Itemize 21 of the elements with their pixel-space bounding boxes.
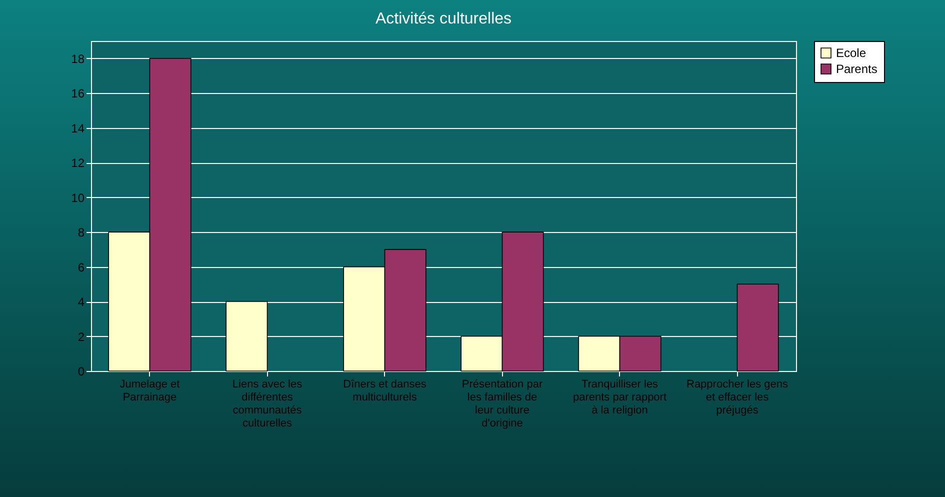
bar bbox=[226, 301, 268, 372]
x-tick-label: Dîners et danses multiculturels bbox=[343, 378, 427, 404]
bar bbox=[736, 284, 779, 372]
x-tick-label: Jumelage et Parrainage bbox=[120, 378, 180, 404]
x-tick-label: Présentation par les familles de leur culture d'origine bbox=[462, 378, 543, 430]
y-tick-label: 2 bbox=[78, 330, 85, 344]
x-tick-label: Liens avec les différentes communautés culturelles bbox=[232, 378, 303, 430]
y-tick-label: 0 bbox=[78, 364, 85, 378]
y-tick-label: 14 bbox=[71, 121, 85, 136]
y-tick-label: 12 bbox=[71, 156, 85, 170]
x-tick-label: Tranquilliser les parents par rapport à la religion bbox=[572, 378, 667, 416]
chart-title: Activités culturelles bbox=[375, 10, 512, 28]
y-tick-label: 6 bbox=[78, 260, 85, 274]
legend-label: Ecole bbox=[836, 46, 866, 60]
y-tick-label: 8 bbox=[78, 226, 85, 240]
x-tick-label: Rapprocher les gens et effacer les préjugés bbox=[686, 378, 788, 416]
legend-label: Parents bbox=[836, 62, 878, 76]
y-tick-label: 4 bbox=[78, 295, 85, 310]
y-tick-label: 16 bbox=[71, 86, 85, 101]
y-tick-label: 18 bbox=[71, 52, 85, 66]
y-tick-label: 10 bbox=[71, 190, 85, 205]
